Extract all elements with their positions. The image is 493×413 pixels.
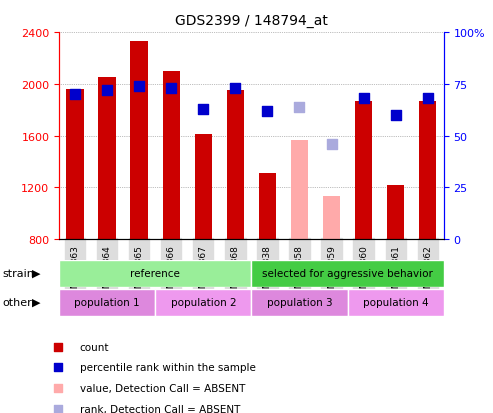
Point bbox=[263, 108, 271, 115]
Bar bbox=[67, 90, 84, 240]
Bar bbox=[99, 78, 116, 240]
Point bbox=[341, 331, 349, 337]
Text: other: other bbox=[2, 297, 32, 307]
Text: ▶: ▶ bbox=[32, 297, 40, 307]
Point bbox=[135, 83, 143, 90]
Text: count: count bbox=[80, 342, 109, 352]
Title: GDS2399 / 148794_at: GDS2399 / 148794_at bbox=[175, 14, 328, 28]
Bar bbox=[259, 174, 276, 240]
Text: ▶: ▶ bbox=[32, 268, 40, 278]
Point bbox=[231, 85, 239, 92]
Text: selected for aggressive behavior: selected for aggressive behavior bbox=[262, 268, 433, 279]
Bar bbox=[323, 197, 340, 240]
Bar bbox=[131, 42, 148, 240]
Point bbox=[167, 85, 176, 92]
Text: strain: strain bbox=[2, 268, 35, 278]
Text: population 1: population 1 bbox=[74, 297, 140, 308]
FancyBboxPatch shape bbox=[59, 260, 251, 287]
Point bbox=[341, 143, 349, 150]
FancyBboxPatch shape bbox=[251, 260, 444, 287]
Text: population 3: population 3 bbox=[267, 297, 332, 308]
Text: population 2: population 2 bbox=[171, 297, 236, 308]
Point bbox=[103, 88, 111, 94]
FancyBboxPatch shape bbox=[348, 289, 444, 316]
Bar bbox=[419, 102, 436, 240]
Text: reference: reference bbox=[130, 268, 180, 279]
Point bbox=[359, 96, 367, 102]
FancyBboxPatch shape bbox=[251, 289, 348, 316]
Point bbox=[295, 104, 303, 111]
Text: percentile rank within the sample: percentile rank within the sample bbox=[80, 363, 255, 373]
Point bbox=[423, 96, 432, 102]
Bar bbox=[387, 185, 404, 240]
FancyBboxPatch shape bbox=[155, 289, 251, 316]
FancyBboxPatch shape bbox=[59, 289, 155, 316]
Text: population 4: population 4 bbox=[363, 297, 428, 308]
Point bbox=[391, 112, 399, 119]
Bar bbox=[163, 72, 180, 240]
Point bbox=[71, 92, 79, 98]
Bar bbox=[355, 102, 372, 240]
Point bbox=[327, 141, 335, 148]
Bar bbox=[291, 140, 308, 240]
Bar bbox=[195, 135, 212, 240]
Bar bbox=[227, 91, 244, 240]
Point bbox=[199, 106, 207, 113]
Text: value, Detection Call = ABSENT: value, Detection Call = ABSENT bbox=[80, 383, 245, 393]
Text: rank, Detection Call = ABSENT: rank, Detection Call = ABSENT bbox=[80, 404, 240, 413]
